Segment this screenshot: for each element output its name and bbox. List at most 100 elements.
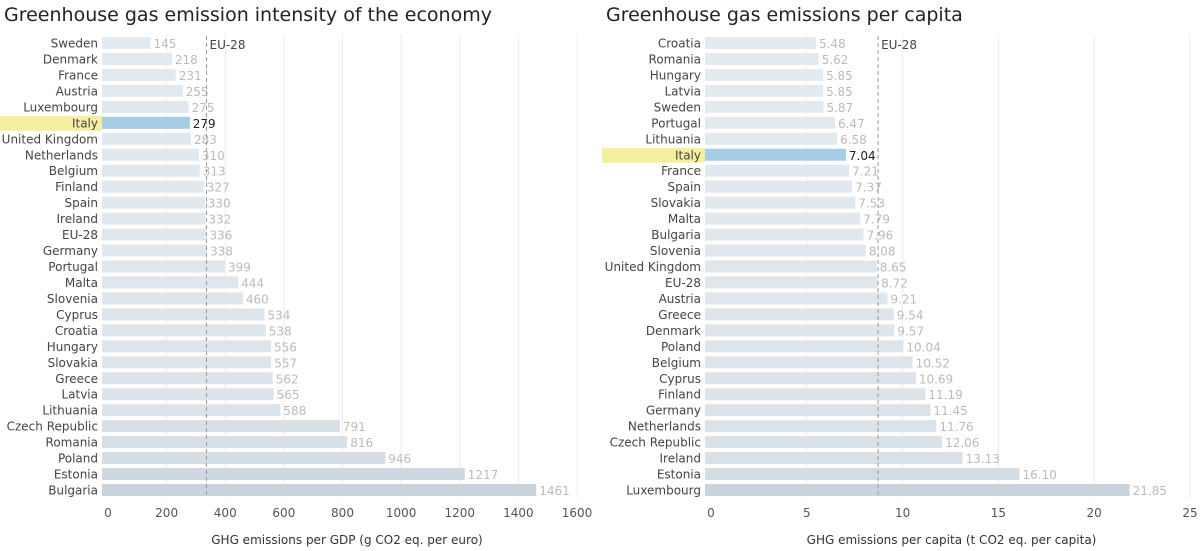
category-label: Czech Republic [7, 420, 98, 434]
data-label: 7.96 [867, 229, 894, 243]
data-label: 332 [208, 213, 231, 227]
data-label: 12.06 [945, 436, 979, 450]
data-label: 5.85 [826, 85, 853, 99]
data-label: 327 [207, 181, 230, 195]
data-label: 8.65 [880, 261, 907, 275]
bar-denmark [705, 324, 895, 337]
data-label: 10.52 [916, 356, 950, 370]
category-label: Cyprus [659, 372, 701, 386]
bar-cyprus [102, 308, 265, 321]
data-label: 557 [274, 356, 297, 370]
category-label: Bulgaria [48, 484, 98, 498]
highlight-label-bg [0, 115, 102, 131]
category-label: Croatia [658, 37, 701, 51]
category-label: France [661, 164, 701, 178]
bar-estonia [102, 468, 465, 481]
data-label: 538 [269, 324, 292, 338]
data-label: 791 [343, 420, 366, 434]
data-label: 336 [209, 229, 232, 243]
data-label: 9.54 [897, 308, 924, 322]
category-label: United Kingdom [2, 132, 98, 146]
bar-latvia [705, 84, 824, 97]
data-label: 565 [277, 388, 300, 402]
bar-greece [102, 372, 273, 385]
category-label: EU-28 [62, 228, 98, 242]
bar-czech-republic [705, 436, 943, 449]
category-label: United Kingdom [605, 260, 701, 274]
data-label: 313 [203, 165, 226, 179]
category-label: Latvia [664, 84, 701, 98]
chart-title-intensity: Greenhouse gas emission intensity of the… [4, 4, 492, 26]
bar-sweden [102, 37, 151, 49]
data-label: 7.53 [858, 197, 885, 211]
bar-hungary [705, 68, 824, 81]
category-label: Spain [64, 196, 98, 210]
bar-lithuania [102, 404, 281, 417]
bar-greece [705, 308, 894, 321]
category-label: Austria [56, 84, 98, 98]
category-label: Germany [43, 244, 98, 258]
x-tick-label: 400 [214, 506, 237, 520]
bar-germany [102, 244, 208, 257]
bar-italy [102, 116, 190, 129]
data-label: 279 [193, 117, 216, 131]
bar-bulgaria [102, 484, 537, 496]
x-tick-label: 1600 [562, 506, 593, 520]
category-label: Sweden [51, 37, 98, 51]
category-label: Poland [58, 452, 98, 466]
data-label: 11.45 [933, 404, 967, 418]
bar-cyprus [705, 372, 916, 385]
category-label: Denmark [646, 324, 701, 338]
category-label: Romania [649, 52, 701, 66]
bar-finland [705, 388, 926, 401]
category-label: Portugal [651, 116, 701, 130]
bar-hungary [102, 340, 271, 353]
x-tick-label: 1400 [503, 506, 534, 520]
x-tick-label: 600 [272, 506, 295, 520]
bar-spain [102, 196, 205, 209]
data-label: 283 [194, 133, 217, 147]
bar-croatia [705, 37, 816, 49]
data-label: 11.19 [928, 388, 962, 402]
x-tick-label: 25 [1182, 506, 1197, 520]
category-label: Italy [72, 116, 98, 130]
category-label: Sweden [654, 100, 701, 114]
data-label: 338 [210, 245, 233, 259]
bar-bulgaria [705, 228, 864, 241]
bar-france [705, 164, 850, 177]
data-label: 218 [175, 53, 198, 67]
category-label: Greece [658, 308, 701, 322]
x-tick-label: 20 [1087, 506, 1102, 520]
category-label: Poland [661, 340, 701, 354]
category-label: Belgium [49, 164, 98, 178]
category-label: Greece [55, 372, 98, 386]
data-label: 310 [202, 149, 225, 163]
bar-portugal [102, 260, 225, 273]
category-label: Slovakia [651, 196, 701, 210]
category-label: Italy [675, 148, 701, 162]
data-label: 816 [350, 436, 373, 450]
category-label: Bulgaria [651, 228, 701, 242]
data-label: 7.37 [855, 181, 882, 195]
bar-luxembourg [705, 484, 1130, 496]
category-label: Denmark [43, 52, 98, 66]
bar-spain [705, 180, 853, 193]
bar-luxembourg [102, 100, 189, 113]
bar-belgium [705, 356, 913, 369]
data-label: 1217 [468, 468, 499, 482]
category-label: France [58, 68, 98, 82]
x-tick-label: 800 [331, 506, 354, 520]
x-tick-label: 5 [803, 506, 811, 520]
category-label: Romania [46, 436, 98, 450]
bar-slovenia [102, 292, 243, 305]
data-label: 556 [274, 340, 297, 354]
data-label: 7.79 [863, 213, 890, 227]
category-label: Finland [55, 180, 98, 194]
bar-czech-republic [102, 420, 340, 433]
bar-croatia [102, 324, 266, 337]
x-tick-label: 1000 [386, 506, 417, 520]
data-label: 10.04 [906, 340, 940, 354]
data-label: 1461 [539, 484, 570, 498]
bar-eu-28 [102, 228, 207, 241]
category-label: Estonia [657, 468, 701, 482]
